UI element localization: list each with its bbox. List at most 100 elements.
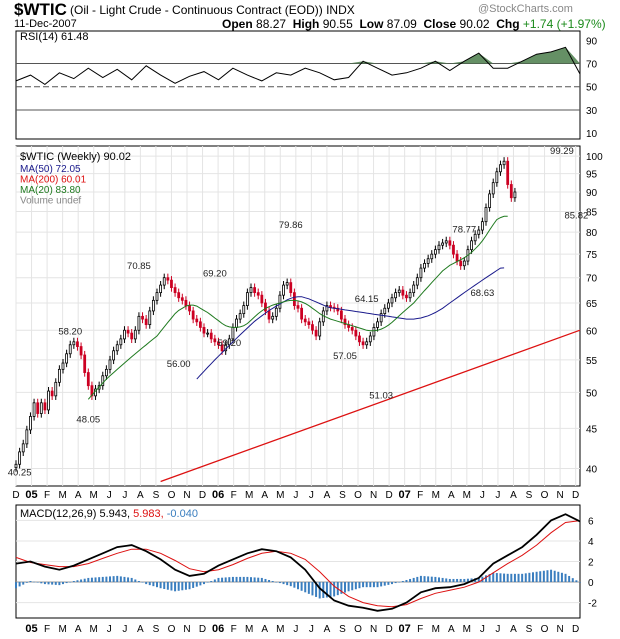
rsi-tick-label: 70 [586,60,598,71]
candle-body [477,229,481,235]
candle-body [296,305,300,309]
price-tick-label: 60 [586,326,598,337]
macd-histogram-bar [412,577,415,583]
price-tick-label: 50 [586,388,598,399]
candle-body [198,321,202,328]
candle-body [358,335,361,343]
macd-histogram-bar [495,573,498,583]
candle-body [430,253,434,260]
macd-histogram-bar [304,582,307,593]
macd-histogram-bar [36,582,39,583]
price-tick-label: 40 [586,465,598,476]
macd-x-tick-label: D [199,624,206,635]
macd-histogram-bar [275,582,278,583]
candle-body [79,346,83,356]
macd-histogram-bar [112,576,115,583]
candle-body [260,294,264,304]
macd-histogram-bar [137,581,140,583]
macd-histogram-bar [18,582,21,587]
candle-body [300,307,304,320]
macd-histogram-bar [365,582,368,588]
macd-histogram-bar [246,576,249,583]
macd-histogram-bar [427,576,430,583]
macd-x-tick-label: A [261,624,268,635]
candle-body [170,279,173,288]
macd-histogram-bar [503,573,506,583]
macd-histogram-bar [163,582,166,589]
macd-histogram-bar [29,581,32,583]
price-x-tick-label: J [309,490,314,501]
macd-histogram-bar [340,582,343,594]
macd-histogram-bar [409,578,412,583]
macd-histogram-bar [318,582,321,599]
candle-body [394,292,398,299]
low-label: Low [359,17,384,31]
macd-x-tick-label: 05 [25,623,37,635]
price-annotation: 56.00 [167,359,191,370]
candle-body [419,267,423,279]
price-x-tick-label: M [432,490,440,501]
candle-body [83,354,87,373]
price-annotation: 79.86 [279,220,303,231]
macd-histogram-bar [282,582,285,585]
price-legend: $WTIC (Weekly) 90.02 [20,151,131,163]
macd-histogram-bar [456,578,459,583]
candle-body [455,253,459,262]
macd-histogram-bar [438,577,440,583]
candle-body [173,287,177,294]
macd-x-tick-label: O [541,624,549,635]
macd-x-tick-label: J [309,624,314,635]
candle-body [112,350,116,361]
candle-body [72,341,76,346]
macd-histogram-bar [264,578,267,583]
macd-x-tick-label: M [245,624,253,635]
price-annotation: 99.29 [550,146,574,157]
price-x-tick-label: S [339,490,346,501]
macd-histogram-bar [553,570,556,583]
macd-histogram-bar [15,582,17,589]
price-x-tick-label: J [122,490,127,501]
macd-x-tick-label: N [183,624,190,635]
macd-histogram-bar [383,582,386,586]
macd-histogram-bar [369,582,372,588]
rsi-legend: RSI(14) 61.48 [20,31,88,43]
macd-histogram-bar [33,581,36,583]
price-x-tick-label: A [261,490,268,501]
macd-histogram-bar [459,578,462,583]
macd-histogram-bar [62,582,64,585]
macd-histogram-bar [423,576,426,583]
candle-body [141,315,144,320]
candle-body [311,324,314,331]
macd-histogram-bar [579,582,581,583]
rsi-tick-label: 10 [586,129,598,140]
macd-tick-label: 4 [588,537,594,548]
macd-histogram-bar [242,576,245,583]
candle-body [57,368,61,383]
candle-body [350,327,354,331]
price-annotation: 57.05 [333,351,357,362]
candle-body [50,390,54,397]
macd-histogram-bar [307,582,310,594]
candle-body [271,315,275,320]
candle-body [383,307,387,315]
candle-body [130,332,134,340]
macd-x-tick-label: M [432,624,440,635]
macd-histogram-bar [170,582,173,591]
price-tick-label: 95 [586,170,598,181]
candle-body [238,313,242,320]
price-x-tick-label: 06 [212,489,224,501]
macd-x-tick-label: A [75,624,82,635]
candle-body [336,307,340,312]
macd-x-tick-label: F [231,624,237,635]
candle-body [365,341,369,346]
macd-histogram-bar [69,582,72,583]
price-x-tick-label: D [572,490,579,501]
macd-histogram-bar [174,582,177,592]
candle-body [343,318,347,326]
macd-histogram-bar [188,582,191,590]
candle-body [506,160,510,185]
macd-x-tick-label: D [385,624,392,635]
macd-histogram-bar [297,582,299,590]
macd-x-tick-label: J [107,624,112,635]
macd-histogram-bar [109,576,111,583]
